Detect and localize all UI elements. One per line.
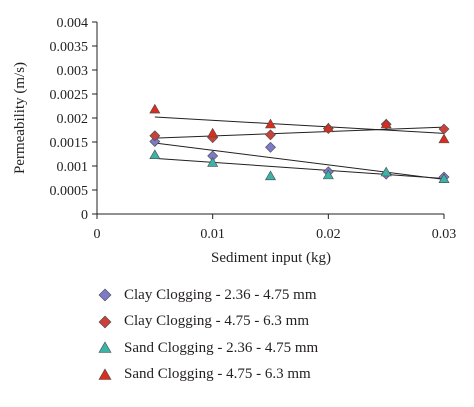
trend-line-series-3 xyxy=(154,157,445,179)
y-tick-label: 0.004 xyxy=(57,16,89,31)
x-tick-label: 0.03 xyxy=(432,227,457,242)
legend-item: Sand Clogging - 4.75 - 6.3 mm xyxy=(94,362,318,389)
legend-label: Sand Clogging - 2.36 - 4.75 mm xyxy=(124,339,319,356)
data-point-series-4 xyxy=(322,122,334,133)
legend-marker xyxy=(98,341,112,354)
legend-item: Sand Clogging - 2.36 - 4.75 mm xyxy=(94,335,318,362)
data-point-series-3 xyxy=(322,169,334,180)
data-point-series-3 xyxy=(207,157,219,167)
y-tick-label: 0.002 xyxy=(57,112,89,127)
data-point-series-2 xyxy=(265,129,276,141)
data-point-series-2 xyxy=(149,130,161,142)
y-tick-label: 0.0005 xyxy=(50,184,89,199)
legend-item: Clay Clogging - 2.36 - 4.75 mm xyxy=(94,282,318,309)
axes: 0 0.0005 0.001 0.0015 0.002 0.0025 0.003 0.0035… xyxy=(50,16,457,242)
trend-lines xyxy=(154,116,445,180)
data-point-series-4 xyxy=(207,127,219,138)
legend-marker-shape xyxy=(98,288,112,302)
y-tick-label: 0.0025 xyxy=(50,88,89,103)
data-point-series-4 xyxy=(438,133,450,144)
trend-line-series-2 xyxy=(154,126,445,139)
data-point-series-3 xyxy=(380,166,392,177)
legend-marker xyxy=(98,288,112,302)
x-tick-label: 0.02 xyxy=(316,227,341,242)
x-tick-label: 0 xyxy=(94,227,101,242)
y-tick-label: 0.0035 xyxy=(50,40,89,55)
y-tick-label: 0 xyxy=(81,208,88,223)
x-axis-label: Sediment input (kg) xyxy=(211,250,331,266)
legend-marker-shape xyxy=(98,368,112,380)
y-tick-label: 0.003 xyxy=(57,64,89,79)
data-point-series-4 xyxy=(380,118,392,129)
x-tick-label: 0.01 xyxy=(200,227,225,242)
legend-label: Sand Clogging - 4.75 - 6.3 mm xyxy=(124,366,311,383)
legend-marker-shape xyxy=(98,341,112,354)
data-point-series-4 xyxy=(264,118,277,129)
y-axis-label: Permeability (m/s) xyxy=(12,62,28,174)
trend-line-series-1 xyxy=(154,142,445,180)
data-point-series-3 xyxy=(438,173,450,184)
scatter-chart: 0 0.0005 0.001 0.0015 0.002 0.0025 0.003 0.0035… xyxy=(12,16,457,266)
legend-label: Clay Clogging - 2.36 - 4.75 mm xyxy=(124,286,317,303)
trend-line-series-4 xyxy=(154,116,445,134)
data-point-series-3 xyxy=(149,149,161,160)
y-tick-label: 0.0015 xyxy=(50,136,89,151)
data-points xyxy=(149,103,450,184)
legend-marker-shape xyxy=(98,315,112,329)
data-point-series-1 xyxy=(149,136,161,147)
data-point-series-2 xyxy=(438,123,450,135)
data-point-series-1 xyxy=(265,141,276,153)
legend-label: Clay Clogging - 4.75 - 6.3 mm xyxy=(124,313,309,330)
legend-item: Clay Clogging - 4.75 - 6.3 mm xyxy=(94,309,318,336)
legend-marker xyxy=(98,315,112,329)
data-point-series-4 xyxy=(149,103,161,114)
data-point-series-3 xyxy=(264,170,277,181)
legend: Clay Clogging - 2.36 - 4.75 mm Clay Clogg… xyxy=(94,282,318,388)
legend-marker xyxy=(98,368,112,380)
y-tick-label: 0.001 xyxy=(57,160,89,175)
